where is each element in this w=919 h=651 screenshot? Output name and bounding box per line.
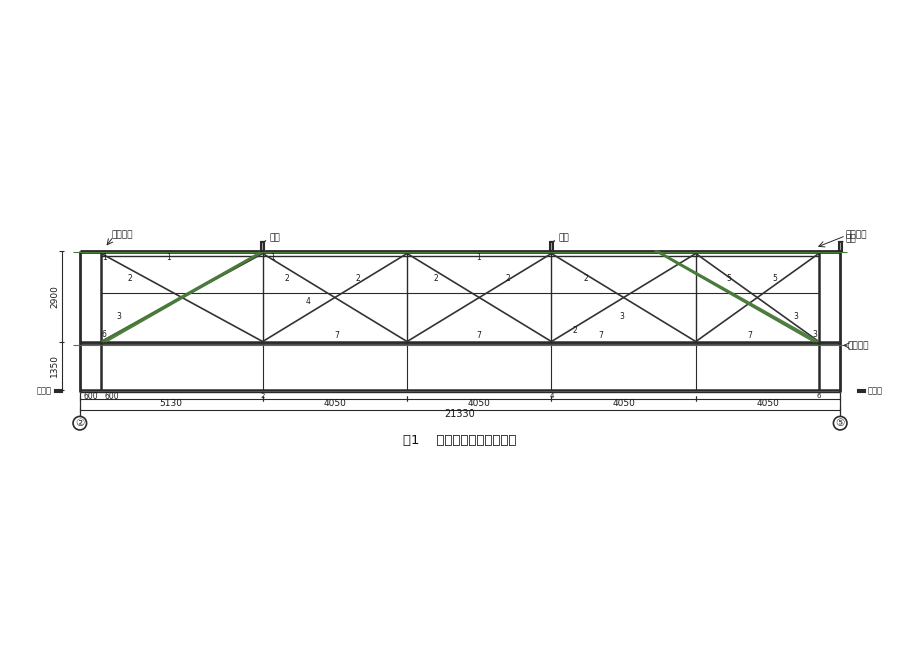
Text: 6: 6 bbox=[101, 330, 107, 339]
Text: 5: 5 bbox=[725, 273, 731, 283]
Text: 3: 3 bbox=[618, 312, 623, 322]
Text: 3: 3 bbox=[811, 330, 817, 339]
Text: 3: 3 bbox=[793, 312, 798, 322]
Text: 7: 7 bbox=[476, 331, 481, 340]
Text: 图1    预应力架及配筋示意图: 图1 预应力架及配筋示意图 bbox=[403, 434, 516, 447]
Text: 预应力筋: 预应力筋 bbox=[845, 230, 867, 239]
Bar bbox=[550, 242, 552, 251]
Text: 1: 1 bbox=[476, 253, 481, 262]
Text: 2: 2 bbox=[284, 273, 289, 283]
Text: 1: 1 bbox=[166, 253, 171, 262]
Text: 2: 2 bbox=[260, 393, 265, 399]
Bar bbox=[261, 242, 264, 251]
Text: 6: 6 bbox=[816, 393, 820, 399]
Text: 4050: 4050 bbox=[755, 398, 778, 408]
Text: 柱子: 柱子 bbox=[269, 233, 280, 242]
Bar bbox=[857, 390, 864, 392]
Text: 预应力筋: 预应力筋 bbox=[846, 341, 868, 350]
Text: 2: 2 bbox=[355, 273, 360, 283]
Text: 4: 4 bbox=[305, 297, 310, 305]
Text: 柱子: 柱子 bbox=[845, 234, 856, 243]
Text: 1350: 1350 bbox=[51, 354, 60, 377]
Text: 600: 600 bbox=[83, 392, 97, 400]
Text: 2: 2 bbox=[573, 326, 577, 335]
Text: 2900: 2900 bbox=[51, 284, 60, 307]
Bar bbox=[55, 390, 62, 392]
Text: 4: 4 bbox=[549, 393, 553, 399]
Text: 4050: 4050 bbox=[467, 398, 490, 408]
Text: 2: 2 bbox=[505, 273, 509, 283]
Text: 1: 1 bbox=[269, 253, 275, 262]
Text: 7: 7 bbox=[334, 331, 338, 340]
Text: 2: 2 bbox=[434, 273, 438, 283]
Text: 4050: 4050 bbox=[611, 398, 634, 408]
Text: 7: 7 bbox=[747, 331, 752, 340]
Text: 4050: 4050 bbox=[323, 398, 346, 408]
Text: 2: 2 bbox=[583, 273, 588, 283]
Text: 预应力筋: 预应力筋 bbox=[112, 231, 133, 240]
Text: 钢混柱: 钢混柱 bbox=[867, 386, 882, 395]
Text: ⑤: ⑤ bbox=[834, 418, 844, 428]
Text: 钢混柱: 钢混柱 bbox=[37, 386, 52, 395]
Text: 2: 2 bbox=[127, 273, 132, 283]
Text: 7: 7 bbox=[597, 331, 602, 340]
Text: 柱子: 柱子 bbox=[558, 233, 569, 242]
Text: ②: ② bbox=[75, 418, 85, 428]
Bar bbox=[838, 242, 841, 251]
Text: 600: 600 bbox=[105, 392, 119, 400]
Text: 5: 5 bbox=[772, 273, 777, 283]
Text: 1: 1 bbox=[102, 253, 107, 262]
Text: 3: 3 bbox=[117, 312, 121, 322]
Text: 21330: 21330 bbox=[444, 409, 475, 419]
Text: 5130: 5130 bbox=[160, 398, 183, 408]
